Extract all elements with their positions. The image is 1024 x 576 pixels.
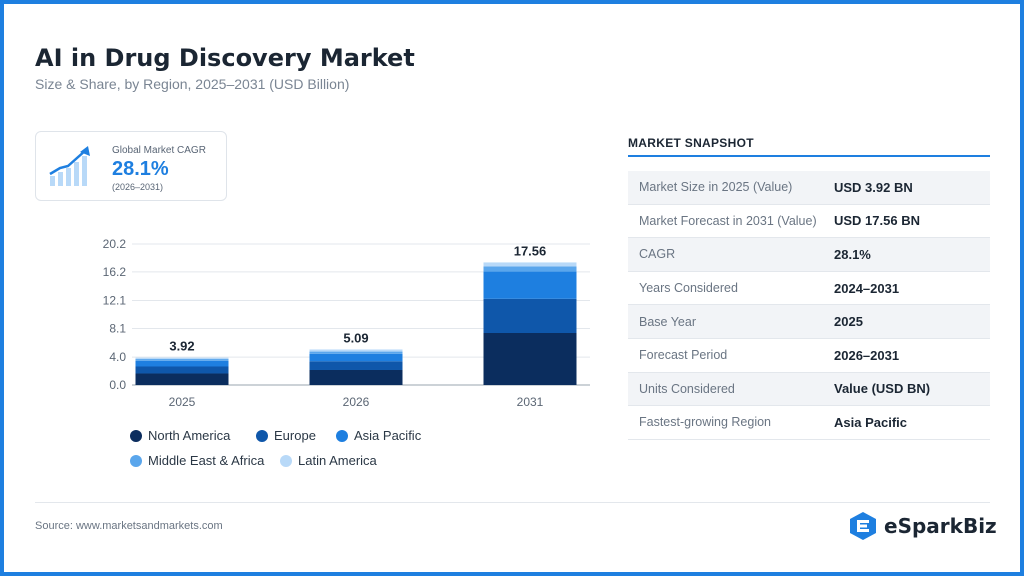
snapshot-row: Market Size in 2025 (Value) USD 3.92 BN xyxy=(628,171,990,205)
snapshot-row: Years Considered 2024–2031 xyxy=(628,272,990,306)
bar-segment xyxy=(483,262,577,267)
snapshot-row-value: 2025 xyxy=(834,314,863,330)
infographic-card: AI in Drug Discovery Market Size & Share… xyxy=(4,4,1020,572)
bar-segment xyxy=(135,373,229,385)
stacked-bar-chart: 0.0 4.0 8.1 12.1 16.2 20.2 3.92 2025 5.09 2026 17.… xyxy=(103,237,590,409)
legend-label: Latin America xyxy=(298,453,377,468)
bar-segment xyxy=(483,332,577,385)
cagr-value: 28.1% xyxy=(112,158,169,180)
x-tick-label: 2031 xyxy=(517,395,544,409)
legend-swatch xyxy=(130,454,142,467)
legend-swatch xyxy=(130,429,142,442)
bar-segment xyxy=(135,360,229,367)
page-subtitle: Size & Share, by Region, 2025–2031 (USD … xyxy=(35,76,350,92)
snapshot-row-value: Value (USD BN) xyxy=(834,381,931,397)
legend-swatch xyxy=(256,429,268,442)
snapshot-row-value: 28.1% xyxy=(834,246,871,262)
brand-name: eSparkBiz xyxy=(884,514,997,538)
bar-segment xyxy=(483,266,577,272)
cagr-card: Global Market CAGR 28.1% (2026–2031) xyxy=(35,131,227,201)
snapshot-table: Market Size in 2025 (Value) USD 3.92 BN Ma… xyxy=(628,171,990,440)
snapshot-row-label: Fastest-growing Region xyxy=(639,415,772,430)
snapshot-row-label: Units Considered xyxy=(639,381,735,396)
y-tick-label: 8.1 xyxy=(109,321,126,335)
bar-segment xyxy=(309,351,403,354)
snapshot-row-label: Forecast Period xyxy=(639,348,728,363)
snapshot-row-label: Years Considered xyxy=(639,281,738,296)
snapshot-row: Market Forecast in 2031 (Value) USD 17.56… xyxy=(628,205,990,239)
bar-segment xyxy=(309,361,403,370)
legend-label: Europe xyxy=(274,428,316,443)
snapshot-row-label: Base Year xyxy=(639,314,696,329)
y-tick-label: 16.2 xyxy=(103,265,127,279)
y-tick-label: 4.0 xyxy=(109,350,126,364)
esparkbiz-logo-icon xyxy=(850,512,876,540)
bar-total-label: 17.56 xyxy=(514,243,547,258)
bar-segment xyxy=(309,349,403,352)
bar-segment xyxy=(309,353,403,362)
snapshot-row-label: Market Size in 2025 (Value) xyxy=(639,180,793,195)
y-tick-label: 20.2 xyxy=(103,237,127,251)
x-tick-label: 2026 xyxy=(343,395,370,409)
snapshot-row-label: Market Forecast in 2031 (Value) xyxy=(639,213,817,228)
bar-segment xyxy=(135,359,229,361)
legend-item: Asia Pacific xyxy=(336,428,421,443)
y-tick-label: 0.0 xyxy=(109,378,126,392)
legend-swatch xyxy=(336,429,348,442)
legend-item: Latin America xyxy=(280,453,377,468)
bar-segment xyxy=(135,357,229,360)
footer-divider xyxy=(35,502,990,503)
legend-swatch xyxy=(280,454,292,467)
legend-label: Asia Pacific xyxy=(354,428,422,443)
bar-total-label: 5.09 xyxy=(343,330,368,345)
bar-segment xyxy=(483,298,577,333)
legend-label: North America xyxy=(148,428,231,443)
snapshot-row-value: USD 3.92 BN xyxy=(834,179,913,195)
snapshot-row: Units Considered Value (USD BN) xyxy=(628,372,990,407)
brand: eSparkBiz xyxy=(848,509,997,543)
snapshot-row-value: 2026–2031 xyxy=(834,347,900,363)
y-tick-label: 12.1 xyxy=(103,294,127,308)
legend-item: Middle East & Africa xyxy=(130,453,264,468)
snapshot-row-value: Asia Pacific xyxy=(834,414,907,430)
legend-item: Europe xyxy=(256,428,316,443)
page-title: AI in Drug Discovery Market xyxy=(35,44,415,72)
legend-item: North America xyxy=(130,428,230,443)
snapshot-row: Base Year 2025 xyxy=(628,305,990,339)
bar-segment xyxy=(309,369,403,385)
cagr-label: Global Market CAGR xyxy=(112,145,206,156)
x-tick-label: 2025 xyxy=(169,395,196,409)
snapshot-heading: MARKET SNAPSHOT xyxy=(628,136,754,150)
snapshot-divider xyxy=(628,155,990,157)
source-note: Source: www.marketsandmarkets.com xyxy=(35,520,223,532)
snapshot-row-label: CAGR xyxy=(639,247,676,262)
snapshot-row: CAGR 28.1% xyxy=(628,238,990,272)
bar-segment xyxy=(483,271,577,299)
growth-chart-icon xyxy=(49,146,90,186)
snapshot-row-value: 2024–2031 xyxy=(834,280,900,296)
snapshot-row: Fastest-growing Region Asia Pacific xyxy=(628,406,990,440)
snapshot-row-value: USD 17.56 BN xyxy=(834,213,920,229)
snapshot-row: Forecast Period 2026–2031 xyxy=(628,339,990,373)
bar-total-label: 3.92 xyxy=(169,339,194,354)
legend-label: Middle East & Africa xyxy=(148,453,265,468)
bar-segment xyxy=(135,366,229,374)
cagr-period: (2026–2031) xyxy=(112,182,164,192)
